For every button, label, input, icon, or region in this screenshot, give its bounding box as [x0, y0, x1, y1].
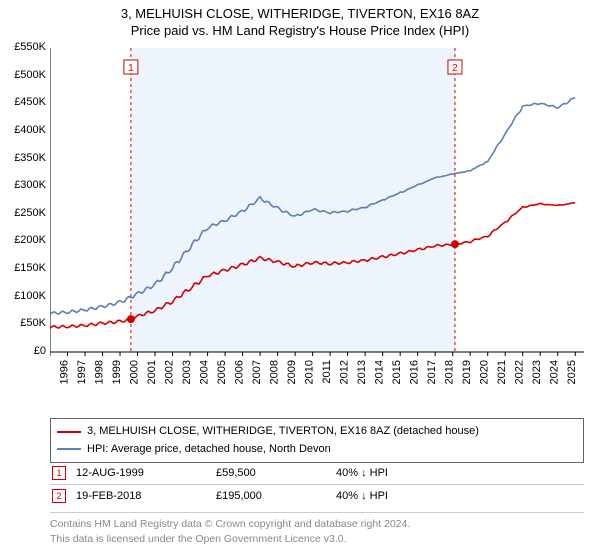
title-main: 3, MELHUISH CLOSE, WITHERIDGE, TIVERTON,…: [0, 6, 600, 21]
y-tick-label: £200K: [14, 234, 46, 246]
svg-text:2019: 2019: [461, 360, 473, 384]
sale-date: 19-FEB-2018: [76, 490, 216, 502]
svg-text:2008: 2008: [269, 360, 281, 384]
svg-text:2018: 2018: [444, 360, 456, 384]
y-tick-label: £150K: [14, 262, 46, 274]
chart-svg: 1995 1996 1997 1998 1999 2000 2001 2002 2003 2004…: [50, 44, 584, 384]
sales-table: 1 12-AUG-1999 £59,500 40% ↓ HPI 2 19-FEB…: [50, 462, 584, 507]
svg-text:2023: 2023: [531, 360, 543, 384]
legend-swatch: [57, 431, 81, 433]
svg-text:2014: 2014: [374, 360, 386, 384]
svg-text:2017: 2017: [426, 360, 438, 384]
svg-text:2007: 2007: [251, 360, 263, 384]
footer-line: Contains HM Land Registry data © Crown c…: [50, 517, 584, 532]
sale-date: 12-AUG-1999: [76, 467, 216, 479]
sale-price: £195,000: [216, 490, 336, 502]
svg-text:2002: 2002: [164, 360, 176, 384]
legend: 3, MELHUISH CLOSE, WITHERIDGE, TIVERTON,…: [50, 418, 584, 463]
svg-text:2015: 2015: [391, 360, 403, 384]
titles: 3, MELHUISH CLOSE, WITHERIDGE, TIVERTON,…: [0, 0, 600, 38]
svg-text:1998: 1998: [94, 360, 106, 384]
svg-text:1: 1: [128, 63, 134, 74]
sale-price: £59,500: [216, 467, 336, 479]
svg-text:2004: 2004: [199, 360, 211, 384]
sales-row: 2 19-FEB-2018 £195,000 40% ↓ HPI: [50, 485, 584, 507]
chart-area: 1995 1996 1997 1998 1999 2000 2001 2002 2003 2004…: [50, 44, 584, 384]
y-tick-label: £100K: [14, 290, 46, 302]
y-tick-label: £300K: [14, 179, 46, 191]
sale-marker-icon: 2: [52, 489, 66, 503]
svg-text:2009: 2009: [286, 360, 298, 384]
legend-label: 3, MELHUISH CLOSE, WITHERIDGE, TIVERTON,…: [87, 423, 479, 441]
legend-swatch: [57, 448, 81, 450]
y-tick-label: £500K: [14, 69, 46, 81]
chart-container: 3, MELHUISH CLOSE, WITHERIDGE, TIVERTON,…: [0, 0, 600, 560]
svg-text:2016: 2016: [409, 360, 421, 384]
footer: Contains HM Land Registry data © Crown c…: [50, 512, 584, 546]
sale-hpi-diff: 40% ↓ HPI: [336, 467, 456, 479]
sales-row: 1 12-AUG-1999 £59,500 40% ↓ HPI: [50, 462, 584, 485]
svg-text:2025: 2025: [566, 360, 578, 384]
svg-text:2013: 2013: [356, 360, 368, 384]
svg-text:2010: 2010: [304, 360, 316, 384]
footer-line: This data is licensed under the Open Gov…: [50, 532, 584, 547]
svg-text:2022: 2022: [514, 360, 526, 384]
svg-text:2003: 2003: [181, 360, 193, 384]
svg-text:2006: 2006: [234, 360, 246, 384]
svg-text:2012: 2012: [339, 360, 351, 384]
svg-text:2021: 2021: [496, 360, 508, 384]
y-tick-label: £550K: [14, 41, 46, 53]
svg-text:1997: 1997: [76, 360, 88, 384]
legend-item-hpi: HPI: Average price, detached house, Nort…: [57, 441, 577, 459]
y-tick-label: £450K: [14, 96, 46, 108]
svg-text:2011: 2011: [321, 360, 333, 384]
sale-hpi-diff: 40% ↓ HPI: [336, 490, 456, 502]
y-tick-label: £0: [34, 345, 46, 357]
y-tick-label: £50K: [20, 317, 46, 329]
svg-text:2000: 2000: [129, 360, 141, 384]
svg-text:2001: 2001: [146, 360, 158, 384]
svg-text:1995: 1995: [50, 360, 53, 384]
legend-item-price-paid: 3, MELHUISH CLOSE, WITHERIDGE, TIVERTON,…: [57, 423, 577, 441]
svg-text:2024: 2024: [549, 360, 561, 384]
y-tick-label: £400K: [14, 124, 46, 136]
svg-text:2: 2: [452, 63, 458, 74]
svg-text:2005: 2005: [216, 360, 228, 384]
title-sub: Price paid vs. HM Land Registry's House …: [0, 23, 600, 38]
svg-text:1996: 1996: [59, 360, 71, 384]
legend-label: HPI: Average price, detached house, Nort…: [87, 441, 331, 459]
svg-text:2020: 2020: [479, 360, 491, 384]
sale-marker-icon: 1: [52, 466, 66, 480]
y-tick-label: £250K: [14, 207, 46, 219]
y-tick-label: £350K: [14, 152, 46, 164]
svg-text:1999: 1999: [111, 360, 123, 384]
